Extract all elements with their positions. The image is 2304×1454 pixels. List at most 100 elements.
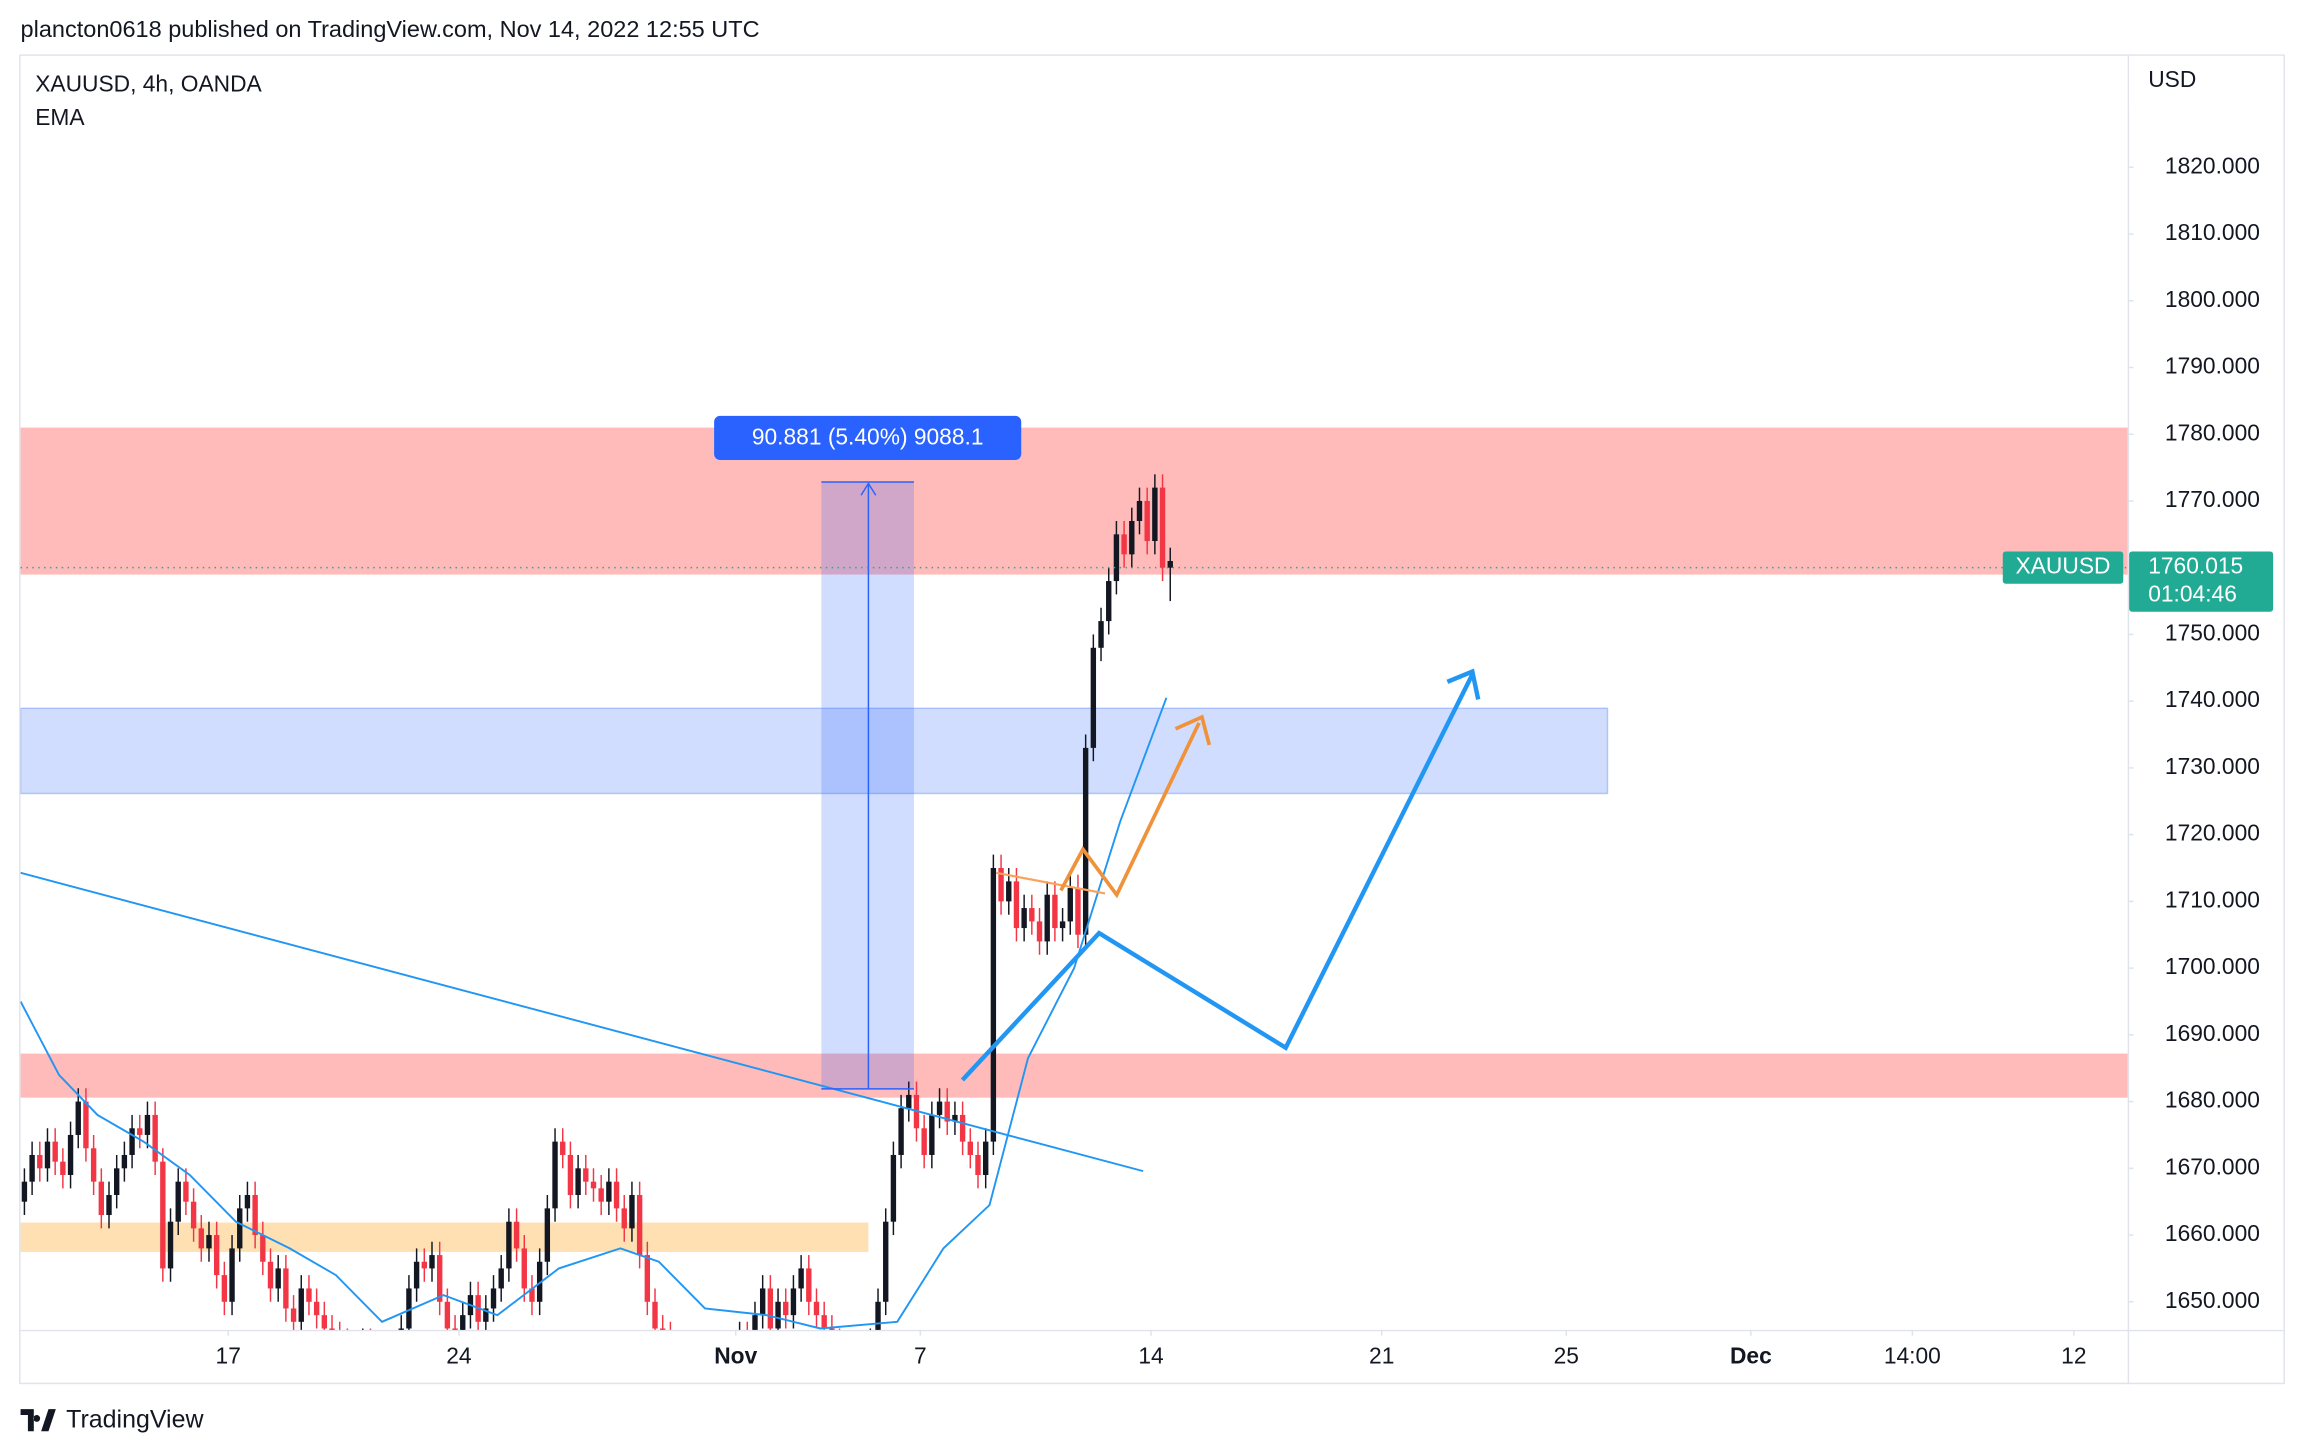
- candle-body: [636, 1195, 643, 1256]
- candle-body: [982, 1141, 989, 1175]
- blue-arrowhead: [1446, 668, 1481, 700]
- candle-body: [29, 1154, 35, 1182]
- candle-body: [329, 1328, 335, 1330]
- candle-body: [436, 1255, 443, 1302]
- y-tick-label: 1690.000: [2165, 1020, 2260, 1046]
- y-tick-label: 1710.000: [2165, 886, 2260, 912]
- y-tick-label: 1770.000: [2165, 486, 2260, 512]
- candle-body: [583, 1168, 589, 1182]
- candle-body: [552, 1141, 558, 1209]
- candle-body: [90, 1148, 97, 1182]
- candle-body: [498, 1268, 504, 1289]
- candle-body: [998, 868, 1004, 902]
- candle-body: [513, 1221, 520, 1249]
- candle-body: [883, 1221, 889, 1302]
- candle-body: [875, 1301, 881, 1330]
- candle-body: [44, 1141, 51, 1169]
- candle-body: [590, 1181, 597, 1189]
- candle-body: [229, 1248, 235, 1302]
- candle-body: [298, 1288, 304, 1322]
- candle-body: [137, 1128, 143, 1135]
- candle-body: [1013, 881, 1020, 929]
- x-tick-label: 24: [446, 1343, 471, 1369]
- candle-body: [821, 1315, 827, 1329]
- candle-body: [759, 1288, 766, 1316]
- candle-body: [321, 1315, 328, 1329]
- price-tag-label: 1760.015: [2148, 553, 2243, 579]
- candle-body: [906, 1094, 912, 1109]
- candle-body: [429, 1255, 435, 1269]
- symbol-title: XAUUSD, 4h, OANDA: [35, 70, 262, 96]
- price-tag-countdown: 01:04:46: [2148, 581, 2237, 607]
- y-tick-label: 1780.000: [2165, 419, 2260, 445]
- candle-body: [544, 1208, 551, 1262]
- candle-body: [198, 1228, 204, 1249]
- candle-body: [283, 1268, 289, 1309]
- candle-body: [1159, 487, 1166, 568]
- candle-body: [1075, 888, 1081, 935]
- demand-zone: [20, 707, 1609, 795]
- candle-body: [1067, 888, 1073, 922]
- candle-body: [160, 1161, 166, 1269]
- candle-body: [1167, 561, 1173, 568]
- candle-body: [121, 1154, 128, 1169]
- candle-body: [921, 1128, 927, 1155]
- candle-body: [536, 1261, 543, 1302]
- zones: [20, 427, 2128, 1252]
- candle-body: [483, 1308, 489, 1322]
- candle-body: [106, 1195, 112, 1216]
- candle-body: [114, 1168, 120, 1196]
- candle-body: [1044, 894, 1050, 942]
- measure-arrowhead: [860, 482, 877, 496]
- candle-body: [806, 1268, 812, 1302]
- candle-body: [1144, 500, 1150, 542]
- y-tick-label: 1700.000: [2165, 953, 2260, 979]
- orange-line: [996, 871, 1106, 895]
- candle-body: [575, 1168, 581, 1196]
- candle-body: [898, 1108, 904, 1155]
- candle-body: [413, 1261, 420, 1289]
- candle-body: [290, 1308, 297, 1322]
- y-tick-label: 1820.000: [2165, 152, 2260, 178]
- resistance-zone: [20, 427, 2128, 575]
- candle-body: [621, 1208, 627, 1229]
- candle-body: [144, 1114, 151, 1135]
- candle-body: [990, 868, 997, 1142]
- candle-body: [244, 1195, 251, 1209]
- candle-body: [398, 1328, 404, 1330]
- candle-body: [421, 1261, 427, 1269]
- candle-body: [37, 1154, 43, 1169]
- candle-body: [560, 1141, 566, 1155]
- candle-body: [175, 1181, 181, 1222]
- candle-body: [606, 1181, 612, 1202]
- candle-body: [444, 1301, 451, 1329]
- y-tick-label: 1810.000: [2165, 219, 2260, 245]
- candle-body: [98, 1181, 105, 1216]
- ema-line: [20, 697, 1168, 1330]
- candle-body: [406, 1288, 412, 1329]
- candle-body: [613, 1181, 620, 1209]
- orange-projection: [1059, 722, 1201, 899]
- candle-body: [152, 1114, 158, 1162]
- candle-body: [129, 1128, 135, 1155]
- candle-body: [1098, 621, 1104, 648]
- currency-label: USD: [2148, 66, 2196, 92]
- x-tick-label: 12: [2061, 1343, 2086, 1369]
- candle-body: [660, 1328, 666, 1330]
- candle-body: [275, 1268, 281, 1289]
- trend-line: [20, 871, 1144, 1173]
- candle-body: [183, 1181, 189, 1202]
- y-tick-label: 1730.000: [2165, 753, 2260, 779]
- candle-body: [798, 1268, 804, 1289]
- candle-body: [1136, 500, 1143, 521]
- symbol-tag-label: XAUUSD: [2016, 553, 2111, 579]
- y-tick-label: 1670.000: [2165, 1153, 2260, 1179]
- candle-body: [567, 1154, 574, 1196]
- candle-body: [1059, 921, 1066, 929]
- blue-projection: [960, 673, 1475, 1082]
- candle-body: [529, 1288, 535, 1302]
- candle-body: [975, 1154, 981, 1175]
- candle-body: [1021, 908, 1027, 929]
